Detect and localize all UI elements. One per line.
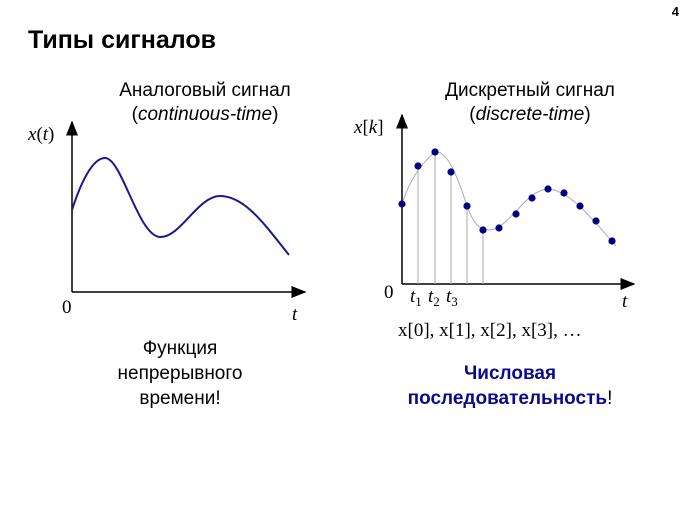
sample-point [495,224,503,232]
sample-point [398,200,406,208]
discrete-heading: Дискретный сигнал (discrete-time) [405,79,655,127]
sample-point [560,189,568,197]
analog-caption-line: непрерывного [117,363,243,384]
discrete-caption-tail: ! [607,388,613,409]
sample-point [544,185,552,193]
discrete-caption: Числовая последовательность! [360,361,660,411]
sample-point [479,226,487,234]
discrete-origin: 0 [384,282,394,303]
sequence-label: x[0], x[1], x[2], x[3], … [398,320,582,341]
analog-y-label: x(t) [27,124,54,145]
analog-origin: 0 [62,297,72,318]
analog-caption: Функция непрерывного времени! [80,336,280,411]
sample-point [576,202,584,210]
sample-point [431,148,439,156]
discrete-envelope [401,151,617,247]
discrete-heading-en-text: discrete-time [475,104,585,125]
analog-x-label: t [292,304,298,325]
sample-point [528,194,536,202]
analog-plot: x(t) 0 t [27,120,307,325]
analog-heading-en: (continuous-time) [131,104,279,125]
analog-heading-ru: Аналоговый сигнал [119,80,291,101]
time-tick-label: t1 [410,286,422,309]
discrete-x-label: t [622,291,628,312]
time-tick-label: t2 [428,286,440,309]
analog-curve [71,156,290,256]
discrete-heading-ru: Дискретный сигнал [445,80,615,101]
sample-point [414,162,422,170]
discrete-heading-en: (discrete-time) [469,104,591,125]
page-number: 4 [671,4,679,19]
analog-heading-en-text: continuous-time [137,104,273,125]
analog-caption-line: времени! [139,388,221,409]
discrete-plot: x[k] 0 t t1 t2 t3 x[0], x[1], x[2], x[3], … [353,113,636,341]
time-tick-label: t3 [446,286,458,309]
analog-heading: Аналоговый сигнал (continuous-time) [80,79,330,127]
analog-caption-line: Функция [142,338,218,359]
sample-point [463,202,471,210]
sample-point [447,168,455,176]
sample-point [608,237,616,245]
sample-point [592,217,600,225]
slide-title: Типы сигналов [28,26,216,54]
discrete-y-label: x[k] [353,117,384,138]
discrete-caption-bold: Числовая последовательность [407,363,608,409]
sample-point [512,210,520,218]
